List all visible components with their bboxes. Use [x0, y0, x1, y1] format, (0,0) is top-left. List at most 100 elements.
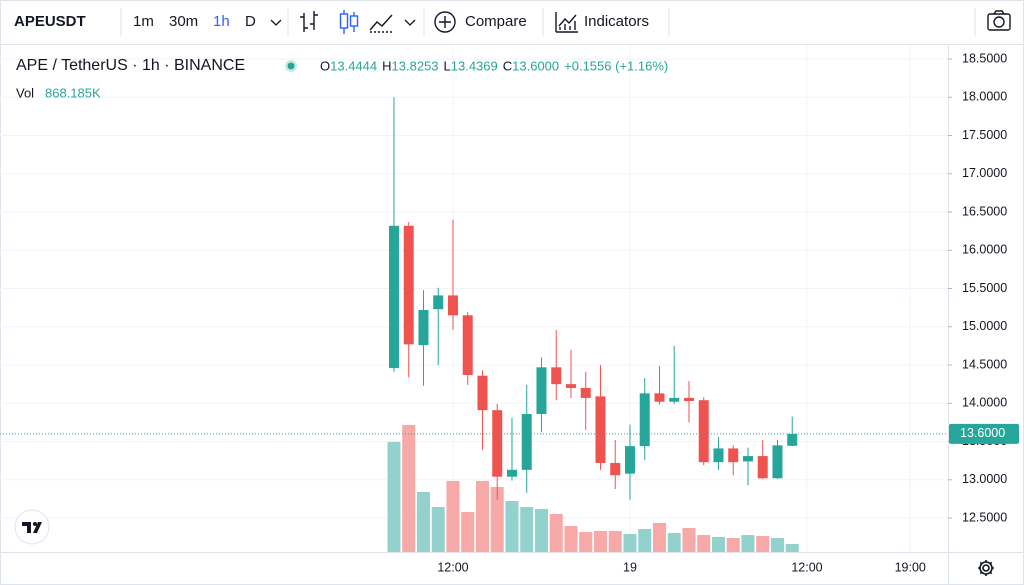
volume-bar — [579, 531, 593, 552]
volume-bar — [564, 526, 578, 552]
volume-bar — [593, 530, 607, 552]
candle-body — [403, 225, 414, 345]
screenshot-icon[interactable] — [987, 10, 1011, 31]
last-price-label: 13.6000 — [960, 426, 1005, 440]
volume-bar — [520, 507, 534, 552]
y-tick-label: 13.0000 — [962, 472, 1007, 486]
compare-icon[interactable] — [434, 11, 456, 33]
candle-body — [728, 448, 739, 463]
candle-body — [433, 295, 444, 310]
candle-body — [536, 367, 547, 414]
candle-body — [388, 225, 399, 369]
candle-style-icon[interactable] — [339, 10, 359, 34]
candle-body — [639, 393, 650, 447]
chart-type-dropdown[interactable] — [404, 19, 416, 26]
candle-body — [521, 413, 532, 470]
volume-bar — [475, 481, 489, 552]
y-tick-label: 15.0000 — [962, 319, 1007, 333]
candle-body — [713, 448, 724, 463]
y-tick-label: 14.0000 — [962, 396, 1007, 410]
x-tick-label: 19 — [623, 560, 637, 574]
volume-bar — [608, 530, 622, 552]
ohlc-label: C — [503, 58, 512, 73]
candle-body — [669, 397, 680, 402]
volume-bar — [490, 487, 504, 552]
candle-body — [787, 433, 798, 446]
interval-button[interactable]: 1m — [133, 13, 154, 30]
volume-bar — [741, 535, 755, 552]
ohlc-value: 13.4369 — [451, 58, 498, 73]
volume-bar — [697, 535, 711, 552]
volume-bar — [682, 528, 696, 552]
y-tick-label: 16.0000 — [962, 243, 1007, 257]
y-tick-label: 18.0000 — [962, 90, 1007, 104]
candle-body — [654, 393, 665, 402]
candle-body — [551, 367, 562, 385]
bar-style-icon[interactable] — [300, 11, 318, 32]
last-price-tag — [949, 423, 1019, 444]
candles — [388, 97, 798, 500]
market-status-dot — [287, 62, 295, 70]
intervals: 1m 30m 1h D — [133, 13, 256, 30]
candle-body — [506, 469, 517, 477]
ohlc-value: 13.4444 — [330, 58, 377, 73]
candle-body — [624, 446, 635, 474]
indicators-button[interactable]: Indicators — [584, 13, 649, 30]
interval-dropdown[interactable] — [270, 19, 282, 26]
indicators-icon[interactable] — [555, 12, 578, 33]
volume-bar — [652, 522, 666, 552]
volume-bar — [461, 511, 475, 552]
volume-bar — [549, 514, 563, 552]
volume-bar — [431, 507, 445, 552]
axes: 12.500013.000013.500014.000014.500015.00… — [0, 51, 1019, 574]
y-tick-label: 15.5000 — [962, 281, 1007, 295]
y-tick-label: 17.5000 — [962, 128, 1007, 142]
candle-body — [595, 396, 606, 463]
volume-bar — [416, 491, 430, 552]
ohlc-label: O — [320, 58, 330, 73]
candle-body — [447, 295, 458, 316]
volume-bar — [638, 528, 652, 552]
ohlc-label: H — [382, 58, 391, 73]
ohlc-label: L — [444, 58, 451, 73]
x-tick-label: 12:00 — [437, 560, 468, 574]
y-tick-label: 12.5000 — [962, 510, 1007, 524]
volume-bar — [534, 508, 548, 552]
candle-body — [580, 387, 591, 398]
tradingview-logo[interactable] — [14, 509, 50, 545]
ohlc-value: 13.8253 — [392, 58, 439, 73]
compare-button[interactable]: Compare — [465, 13, 527, 30]
y-tick-label: 18.5000 — [962, 51, 1007, 65]
interval-button[interactable]: 1h — [213, 13, 230, 30]
candle-body — [757, 456, 768, 479]
legend-ohlc: O 13.4444 H 13.8253 L 13.4369 C 13.6000 +0.1556 … — [320, 58, 668, 73]
candle-body — [477, 375, 488, 411]
x-tick-label: 19:00 — [895, 560, 926, 574]
volume-bar — [667, 533, 681, 552]
y-tick-label: 16.5000 — [962, 204, 1007, 218]
interval-button[interactable]: D — [245, 13, 256, 30]
volume-pane — [387, 424, 799, 552]
y-tick-label: 17.0000 — [962, 166, 1007, 180]
volume-bar — [711, 536, 725, 552]
volume-bar — [785, 543, 799, 552]
x-tick-label: 12:00 — [791, 560, 822, 574]
settings-icon[interactable] — [978, 560, 994, 576]
interval-button[interactable]: 30m — [169, 13, 198, 30]
volume-label: Vol — [16, 85, 34, 100]
area-style-icon[interactable] — [369, 14, 393, 33]
volume-bar — [387, 441, 401, 552]
candle-body — [610, 462, 621, 476]
symbol-search[interactable]: APEUSDT — [14, 13, 86, 30]
candle-body — [418, 309, 429, 346]
volume-bar — [770, 537, 784, 552]
candle-body — [742, 456, 753, 462]
candle-body — [565, 384, 576, 388]
volume-value: 868.185K — [45, 85, 101, 100]
candle-body — [492, 410, 503, 477]
volume-bar — [756, 535, 770, 552]
legend-symbol: APE / TetherUS · 1h · BINANCE — [16, 57, 245, 74]
